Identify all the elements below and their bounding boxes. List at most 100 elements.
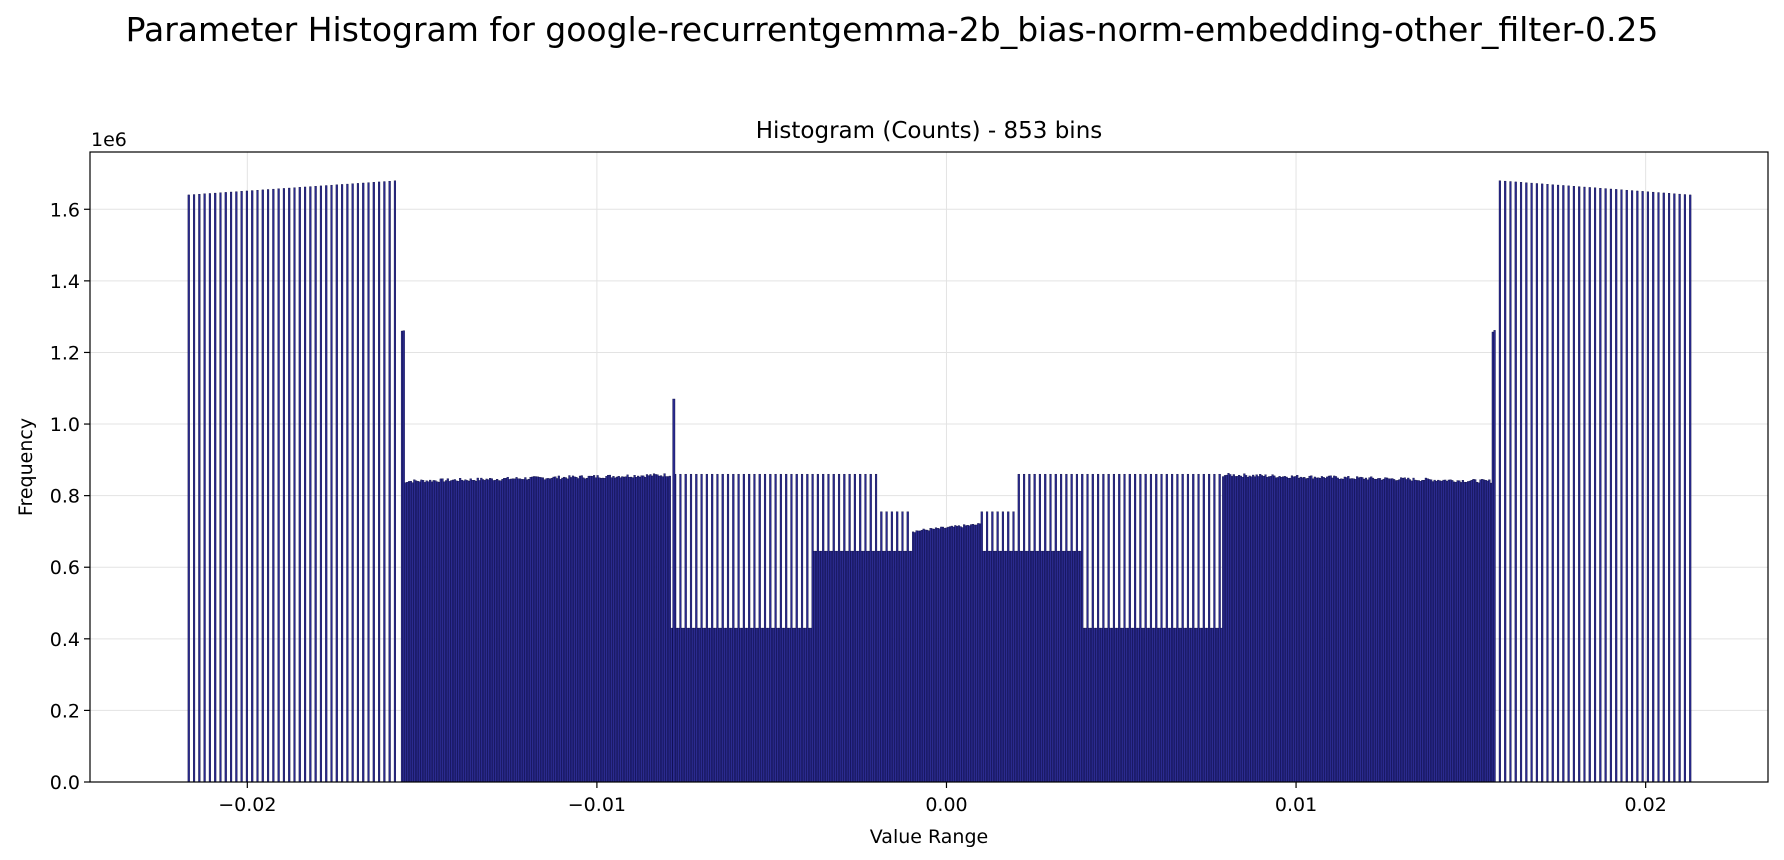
histogram-bar (637, 475, 640, 783)
histogram-bar (1186, 473, 1190, 783)
histogram-bar (867, 550, 871, 783)
histogram-bar (1479, 479, 1482, 783)
histogram-bar (896, 511, 899, 783)
histogram-bar (485, 478, 488, 783)
histogram-bar (786, 627, 789, 783)
histogram-bar (846, 550, 849, 783)
histogram-bar (1040, 550, 1043, 783)
histogram-bar (1509, 181, 1512, 783)
histogram-bar (1333, 475, 1336, 783)
histogram-bar (1044, 473, 1047, 783)
histogram-bar (667, 476, 670, 783)
histogram-bar (1230, 476, 1234, 783)
histogram-bar (765, 627, 768, 783)
histogram-bar (751, 627, 754, 783)
histogram-bar (427, 481, 430, 783)
histogram-bar (1162, 627, 1165, 783)
histogram-bar (1465, 482, 1468, 783)
histogram-bar (721, 473, 724, 783)
histogram-bar (1269, 476, 1272, 783)
histogram-bar (1035, 550, 1038, 783)
histogram-bar (1000, 550, 1003, 783)
histogram-bar (452, 479, 455, 783)
histogram-bar (654, 474, 657, 783)
histogram-bar (806, 473, 809, 783)
histogram-bar (670, 627, 673, 783)
histogram-bar (963, 524, 966, 783)
histogram-bar (1118, 473, 1121, 783)
histogram-bar (1428, 479, 1431, 783)
histogram-bar (548, 478, 552, 783)
histogram-bar (1089, 627, 1093, 783)
histogram-bar (836, 550, 839, 783)
histogram-bar (635, 477, 638, 783)
histogram-bar (1114, 627, 1117, 783)
plot-frame (89, 151, 1769, 783)
histogram-bar (911, 531, 915, 783)
histogram-bar (922, 528, 925, 783)
histogram-bar (501, 479, 504, 783)
histogram-bar (1109, 627, 1112, 783)
histogram-bar (1223, 475, 1227, 783)
histogram-bar (1264, 474, 1267, 783)
histogram-bar (1294, 476, 1297, 783)
histogram-bar (1125, 627, 1128, 783)
histogram-bar (1378, 478, 1382, 783)
histogram-bar (815, 550, 818, 783)
histogram-bar (460, 479, 463, 783)
histogram-bar (478, 480, 481, 783)
histogram-bar (744, 627, 747, 783)
histogram-bar (1304, 478, 1308, 783)
histogram-bar (543, 479, 546, 783)
histogram-bar (187, 194, 190, 783)
histogram-bar (1292, 476, 1295, 783)
histogram-bar (848, 473, 851, 783)
x-tick-label: −0.01 (568, 794, 626, 816)
histogram-bar (1259, 474, 1262, 783)
histogram-bar (208, 193, 211, 783)
histogram-bar (705, 473, 708, 783)
histogram-bar (1303, 477, 1306, 783)
histogram-bar (1095, 627, 1098, 783)
histogram-bar (293, 187, 296, 783)
histogram-bar (1296, 475, 1299, 783)
histogram-bar (1097, 473, 1100, 783)
histogram-bar (686, 627, 689, 783)
histogram-bar (1689, 194, 1692, 783)
histogram-bar (416, 481, 419, 783)
histogram-bar (1030, 550, 1033, 783)
histogram-bar (1541, 183, 1544, 783)
x-axis-ticks: −0.02 −0.01 0.00 0.01 0.02 (218, 782, 1667, 816)
histogram-bar (852, 550, 855, 783)
histogram-bar (1491, 331, 1494, 783)
histogram-bar (593, 475, 596, 783)
histogram-bar (600, 478, 603, 783)
histogram-bar (1079, 550, 1082, 783)
histogram-bar (1021, 550, 1024, 783)
histogram-bar (892, 550, 895, 783)
histogram-bar (571, 475, 574, 783)
histogram-bar (933, 528, 936, 783)
histogram-bar (763, 473, 767, 783)
histogram-bar (1192, 473, 1195, 783)
histogram-bar (443, 481, 446, 783)
histogram-bar (691, 627, 694, 783)
histogram-bar (630, 476, 633, 783)
histogram-bar (587, 475, 590, 783)
histogram-bar (1341, 478, 1345, 783)
histogram-bar (857, 550, 860, 783)
histogram-bar (235, 191, 238, 783)
histogram-bar (855, 550, 858, 783)
histogram-bar (753, 473, 756, 783)
histogram-bar (943, 528, 946, 783)
x-tick-label: −0.02 (218, 794, 276, 816)
y-axis-ticks: 0.0 0.2 0.4 0.6 0.8 1.0 1.2 1.4 1.6 (50, 199, 90, 794)
histogram-bar (584, 478, 587, 783)
histogram-bar (473, 479, 476, 783)
histogram-bar (959, 526, 962, 783)
histogram-bar (474, 480, 478, 783)
histogram-bar (219, 192, 222, 783)
histogram-bar (1253, 476, 1256, 783)
histogram-bar (1116, 627, 1119, 783)
histogram-bar (749, 627, 752, 783)
